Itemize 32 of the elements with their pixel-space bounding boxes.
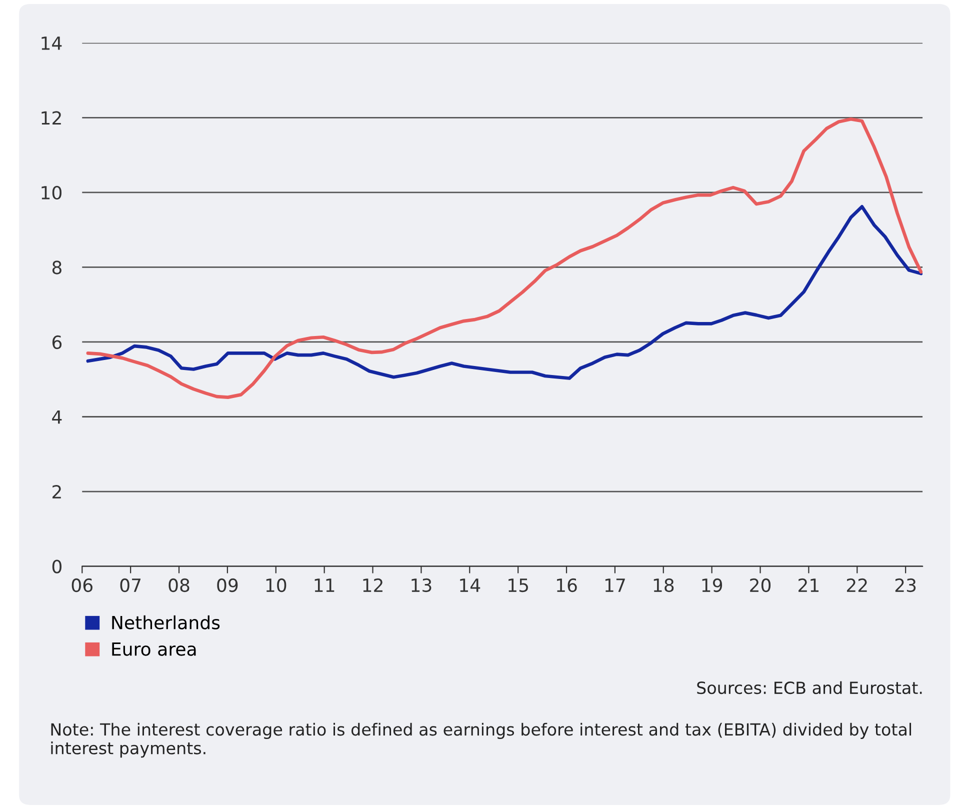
- x-tick-label: 19: [702, 578, 722, 592]
- x-tick-label: 12: [363, 578, 382, 592]
- x-tick-label: 07: [120, 578, 141, 592]
- y-tick-label: 4: [52, 410, 62, 424]
- y-tick-label: 10: [42, 186, 62, 200]
- x-tick-label: 18: [654, 578, 674, 592]
- x-tick-label: 21: [798, 578, 819, 592]
- source-note: Sources: ECB and Eurostat.: [697, 681, 922, 694]
- line-series: [86, 117, 923, 399]
- legend-label: Euro area: [112, 642, 196, 656]
- y-tick-label: 6: [52, 335, 62, 350]
- y-tick-label: 14: [42, 36, 62, 50]
- x-tick-label: 23: [895, 578, 916, 592]
- x-tick-label: 22: [846, 578, 867, 592]
- x-tick-label: 08: [168, 578, 190, 592]
- x-tick-label: 09: [217, 578, 238, 592]
- x-tick-label: 14: [460, 578, 480, 592]
- y-tick-label: 0: [52, 560, 62, 574]
- x-tick-label: 16: [557, 578, 577, 592]
- x-tick-label: 17: [605, 578, 625, 592]
- y-tick-label: 8: [52, 260, 62, 274]
- y-tick-label: 12: [42, 111, 61, 125]
- x-tick-label: 20: [750, 578, 771, 592]
- line-series: [86, 204, 923, 380]
- x-tick-label: 06: [72, 578, 92, 592]
- x-tick-label: 13: [412, 578, 432, 592]
- text: Note: The interest coverage ratio is defined as earnings before interest and tax (EBITA) divided by total interest payments.: [51, 722, 912, 758]
- x-tick-label: 10: [266, 578, 286, 592]
- x-tick-label: 11: [314, 578, 334, 592]
- x-tick-label: 15: [508, 578, 528, 592]
- legend-label: Netherlands: [112, 615, 220, 630]
- y-tick-label: 2: [52, 484, 61, 498]
